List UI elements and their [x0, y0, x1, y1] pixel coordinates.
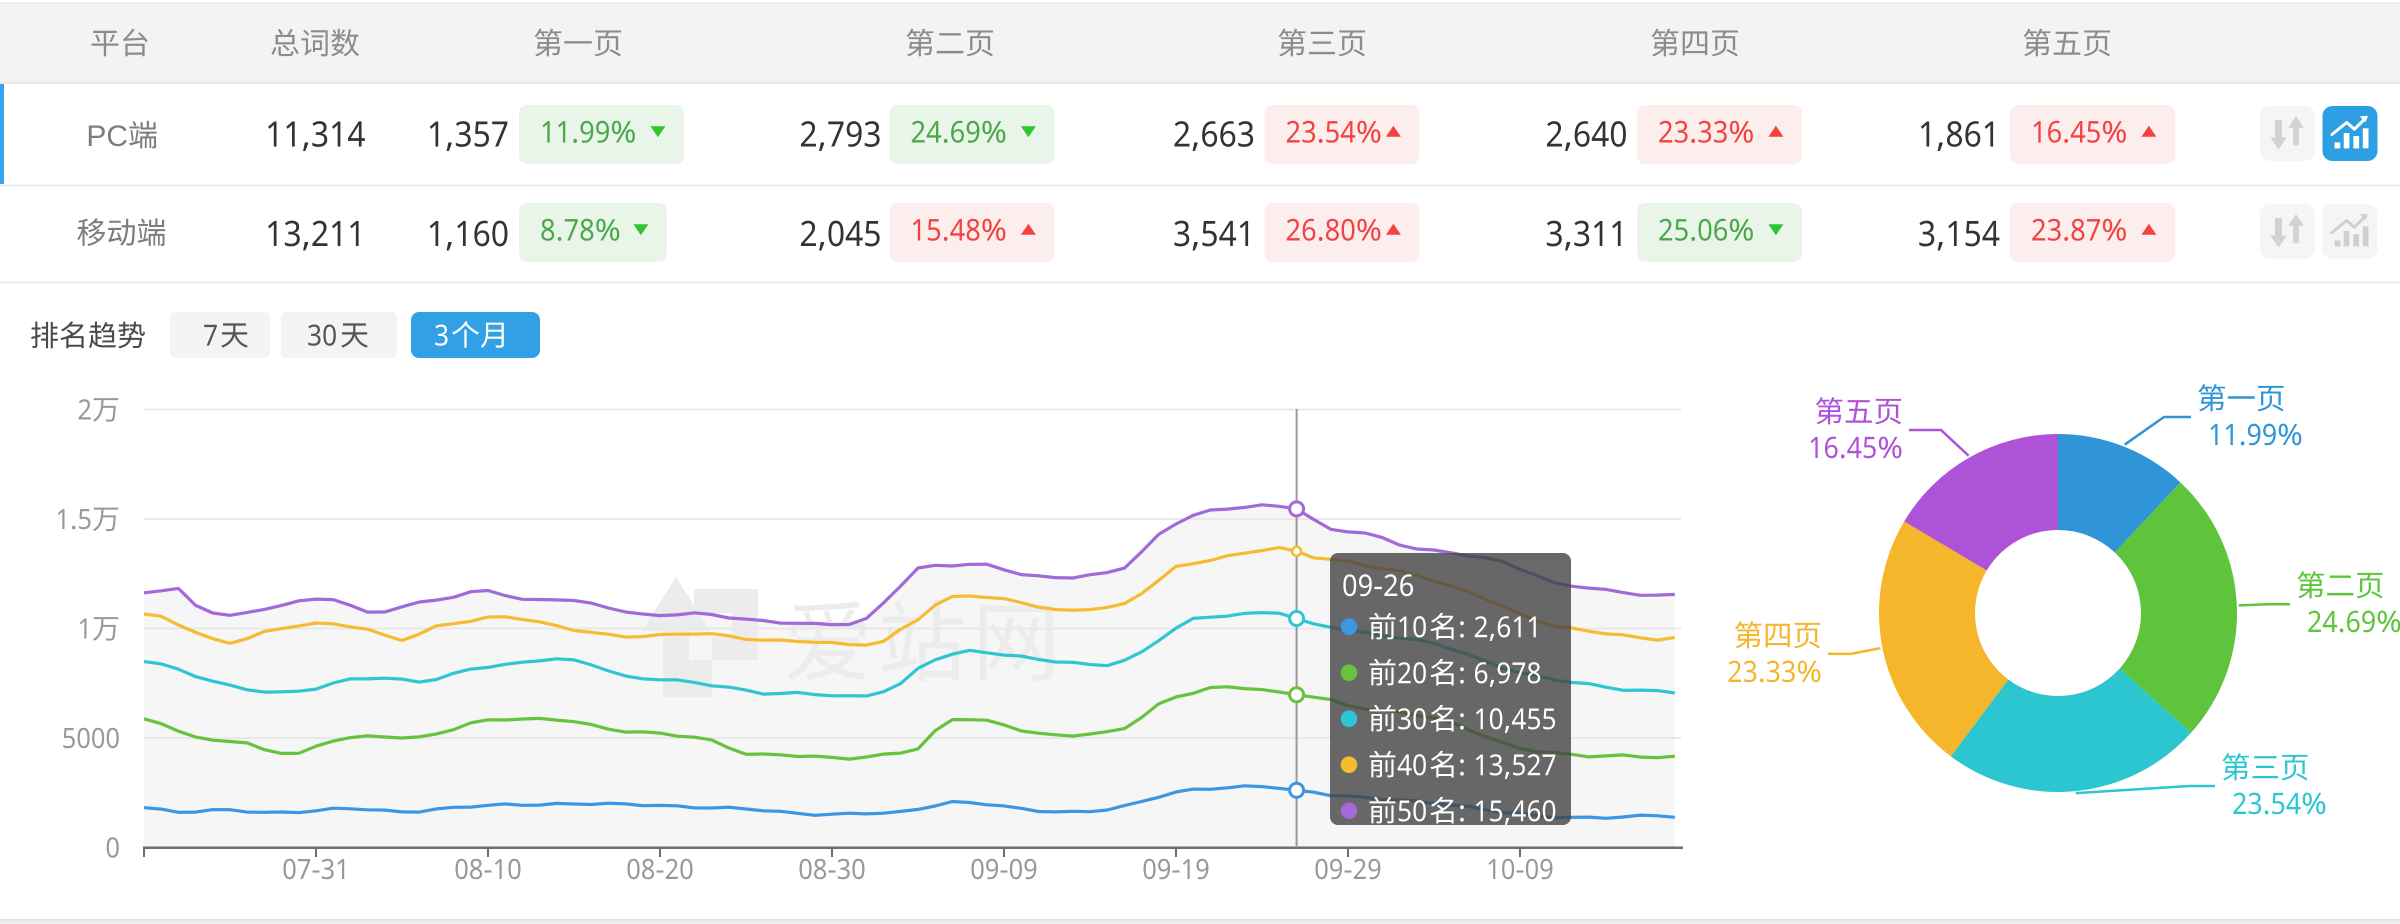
svg-text:PC: PC [86, 120, 128, 153]
